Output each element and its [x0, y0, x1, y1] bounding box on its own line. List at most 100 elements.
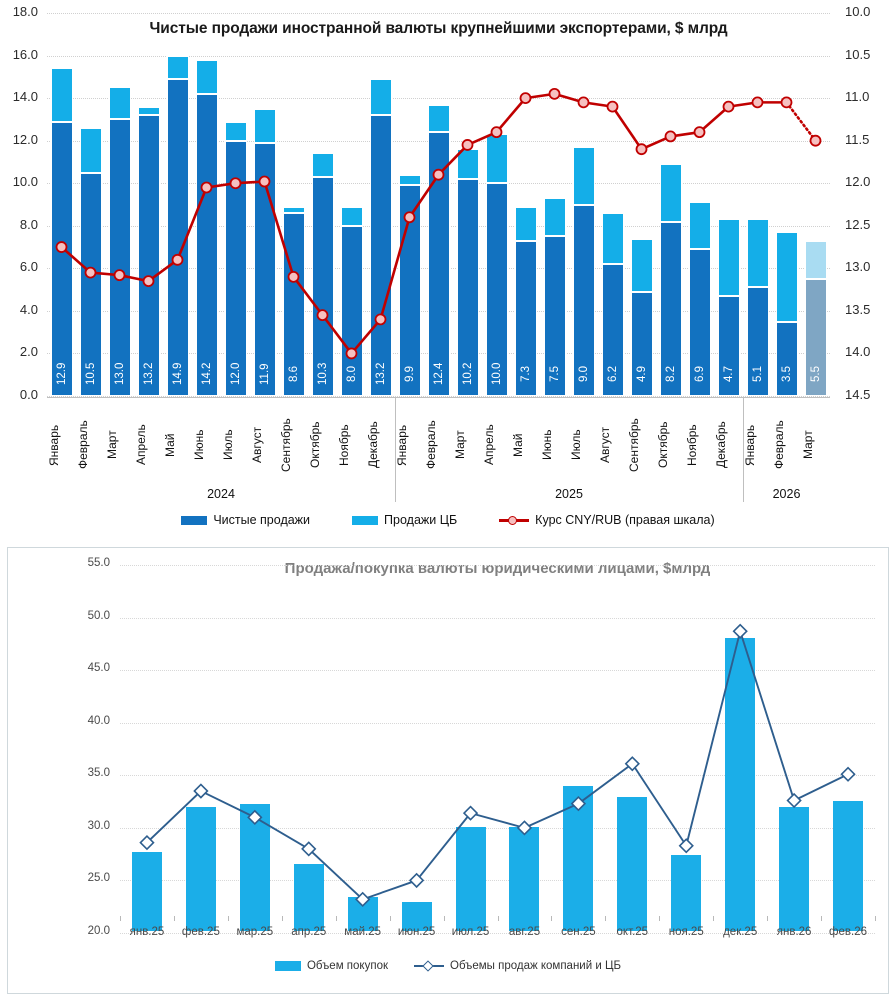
chart1-rate-point[interactable]	[345, 347, 358, 360]
chart1-rate-point[interactable]	[490, 126, 503, 139]
chart1-bar[interactable]: 10.3	[311, 153, 334, 396]
chart1-bar[interactable]: 13.0	[108, 87, 131, 396]
chart1-y-tick: 18.0	[12, 4, 38, 19]
chart1-bar[interactable]: 14.2	[195, 59, 218, 396]
chart2-x-label: окт.25	[616, 926, 649, 938]
chart2-bar[interactable]	[455, 826, 486, 931]
chart2-gridline	[120, 933, 875, 934]
chart2-line-point[interactable]	[516, 820, 533, 836]
chart1-bar-net: 7.5	[543, 236, 566, 396]
chart1-bar[interactable]: 11.9	[253, 108, 276, 396]
legend-swatch-cb-sales	[352, 515, 379, 525]
chart2-x-tick	[227, 916, 229, 921]
chart1-y2-tick: 14.5	[845, 387, 871, 402]
chart2-bar[interactable]	[779, 806, 810, 931]
chart2-bar[interactable]	[671, 855, 702, 931]
chart1-bar[interactable]: 4.9	[630, 238, 653, 396]
chart2-line-point[interactable]	[247, 809, 263, 825]
chart1-rate-point[interactable]	[635, 143, 648, 156]
chart1-bar[interactable]: 10.5	[79, 127, 102, 396]
chart2-line-point[interactable]	[786, 792, 802, 809]
chart1-bar-net: 10.2	[456, 178, 479, 396]
legend-swatch-sales-volume	[414, 960, 444, 972]
chart1-bar[interactable]: 7.3	[514, 206, 537, 396]
chart1-bar[interactable]: 9.0	[572, 147, 595, 396]
chart1-rate-point[interactable]	[461, 139, 474, 151]
chart1-rate-point[interactable]	[287, 270, 300, 283]
chart1-bar-net: 13.2	[137, 115, 160, 396]
chart2-bar[interactable]	[239, 803, 270, 931]
chart1-bar[interactable]: 3.5	[775, 232, 798, 396]
chart1-bar[interactable]: 12.0	[224, 121, 247, 396]
chart1-bar[interactable]: 5.1	[746, 219, 769, 396]
chart1-rate-point[interactable]	[229, 177, 242, 190]
chart1-bar-net: 3.5	[775, 321, 798, 396]
chart1-bar[interactable]: 6.2	[601, 213, 624, 396]
chart1-bar[interactable]: 4.7	[717, 219, 740, 396]
chart1-rate-point[interactable]	[403, 211, 416, 224]
chart2-line-point[interactable]	[139, 834, 155, 851]
chart2-line-point[interactable]	[301, 841, 317, 857]
chart1-rate-point[interactable]	[577, 96, 590, 109]
chart1-rate-point[interactable]	[84, 266, 97, 279]
chart2-bar[interactable]	[725, 637, 756, 931]
chart2-x-label: авг.25	[508, 926, 541, 938]
chart1-rate-point[interactable]	[113, 269, 126, 282]
chart1-rate-point[interactable]	[548, 87, 561, 100]
chart1-bar[interactable]: 12.4	[427, 104, 450, 396]
chart2-line-point[interactable]	[678, 838, 694, 854]
chart2-bar[interactable]	[293, 863, 324, 931]
chart1-y2-tick: 12.0	[845, 174, 871, 190]
chart1-rate-point[interactable]	[606, 100, 619, 113]
chart1-bar-net: 8.2	[659, 221, 682, 396]
chart1-rate-point[interactable]	[200, 181, 213, 194]
chart2-bar[interactable]	[617, 797, 648, 931]
chart2-line-point[interactable]	[624, 756, 640, 772]
chart2-line-point[interactable]	[570, 796, 587, 812]
chart2-bar[interactable]	[131, 852, 162, 931]
chart-corporate-fx: Продажа/покупка валюты юридическими лица…	[7, 547, 889, 994]
chart2-line-point[interactable]	[193, 783, 209, 799]
chart1-y2-tick: 11.0	[845, 89, 870, 105]
chart2-line-point[interactable]	[462, 805, 479, 821]
chart1-bar[interactable]: 12.9	[50, 68, 73, 396]
chart2-gridline	[120, 775, 875, 777]
chart1-bar[interactable]: 5.5	[804, 240, 827, 396]
chart1-bar[interactable]: 7.5	[543, 198, 566, 396]
chart1-gridline	[47, 98, 830, 100]
chart1-bar[interactable]: 14.9	[166, 55, 189, 396]
chart2-bar[interactable]	[509, 826, 540, 931]
chart1-bar[interactable]: 6.9	[688, 202, 711, 396]
chart2-line-point[interactable]	[732, 623, 748, 639]
chart1-bar-cb	[253, 108, 276, 143]
chart1-rate-point[interactable]	[142, 275, 155, 288]
chart1-rate-point[interactable]	[722, 100, 735, 113]
chart1-rate-point[interactable]	[809, 134, 822, 147]
chart1-bar[interactable]: 8.2	[659, 164, 682, 396]
chart1-y-tick: 4.0	[19, 301, 38, 317]
chart2-bar[interactable]	[185, 806, 216, 931]
chart1-rate-point[interactable]	[55, 241, 68, 253]
chart1-rate-point[interactable]	[664, 130, 677, 143]
chart1-rate-point[interactable]	[316, 309, 329, 322]
chart2-line-point[interactable]	[355, 891, 371, 907]
legend-label-rate: Курс CNY/RUB (правая шкала)	[535, 513, 715, 527]
chart1-rate-point[interactable]	[693, 126, 706, 139]
chart2-x-tick	[497, 916, 499, 921]
chart1-year-label: 2024	[207, 487, 235, 501]
chart2-gridline	[120, 565, 875, 566]
chart1-rate-line	[55, 87, 822, 360]
chart2-line-point[interactable]	[408, 872, 425, 889]
chart1-bar[interactable]: 13.2	[137, 106, 160, 396]
chart1-bar-net: 4.7	[717, 296, 740, 396]
chart1-rate-point[interactable]	[519, 92, 532, 105]
chart1-rate-point[interactable]	[780, 96, 793, 109]
chart1-rate-point[interactable]	[751, 96, 764, 109]
chart2-bar[interactable]	[401, 901, 432, 931]
chart2-line-point[interactable]	[840, 766, 856, 782]
chart1-rate-point[interactable]	[432, 168, 445, 181]
chart1-rate-point[interactable]	[374, 313, 387, 326]
chart1-rate-point[interactable]	[171, 253, 184, 266]
chart1-rate-point[interactable]	[258, 175, 271, 188]
chart2-bar[interactable]	[833, 800, 864, 931]
